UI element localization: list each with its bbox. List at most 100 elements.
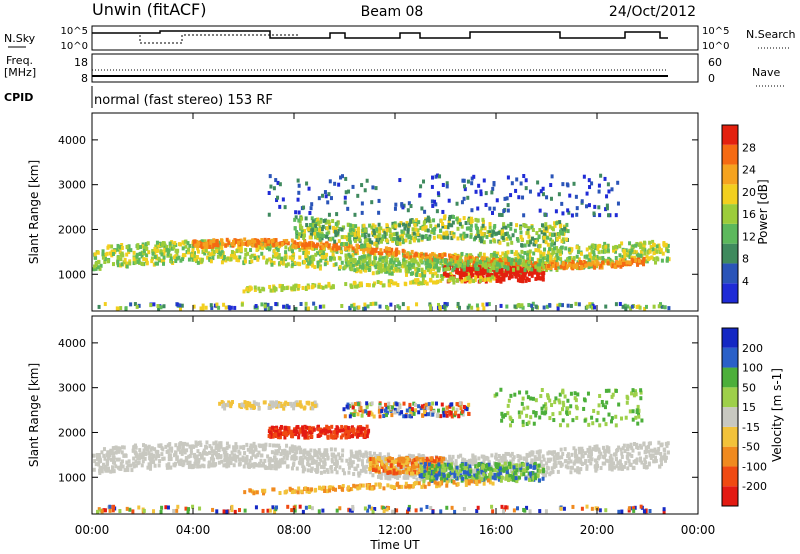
echo-cell	[643, 306, 647, 311]
echo-cell	[549, 196, 553, 201]
echo-cell	[419, 259, 423, 264]
echo-cell	[503, 456, 507, 461]
echo-cell	[205, 241, 209, 246]
echo-cell	[237, 457, 241, 462]
echo-cell	[258, 463, 262, 468]
echo-cell	[314, 218, 318, 223]
echo-cell	[247, 465, 251, 470]
echo-cell	[394, 267, 398, 272]
echo-cell	[647, 256, 651, 261]
echo-cell	[605, 445, 609, 450]
echo-cell	[337, 239, 341, 244]
echo-cell	[433, 199, 437, 204]
echo-cell	[419, 225, 423, 230]
echo-cell	[658, 464, 662, 469]
echo-cell	[592, 244, 596, 249]
echo-cell	[302, 452, 306, 457]
echo-cell	[125, 261, 129, 266]
echo-cell	[323, 469, 327, 474]
echo-cell	[552, 450, 556, 455]
echo-cell	[542, 305, 546, 310]
echo-cell	[556, 469, 560, 474]
echo-cell	[292, 284, 296, 289]
echo-cell	[476, 206, 480, 211]
echo-cell	[447, 266, 451, 271]
echo-cell	[506, 208, 510, 213]
echo-cell	[652, 250, 656, 255]
echo-cell	[623, 254, 627, 259]
echo-cell	[269, 288, 273, 293]
echo-cell	[168, 442, 172, 447]
echo-cell	[201, 303, 205, 308]
echo-cell	[577, 302, 581, 307]
echo-cell	[177, 255, 181, 260]
echo-cell	[601, 454, 605, 459]
echo-cell	[315, 242, 319, 247]
echo-cell	[431, 203, 435, 208]
echo-cell	[593, 246, 597, 251]
echo-cell	[359, 468, 363, 473]
echo-cell	[133, 444, 137, 449]
echo-cell	[604, 304, 608, 309]
echo-cell	[251, 449, 255, 454]
echo-cell	[394, 252, 398, 257]
echo-cell	[556, 256, 560, 261]
echo-cell	[597, 189, 601, 194]
echo-cell	[383, 230, 387, 235]
echo-cell	[503, 253, 507, 258]
echo-cell	[626, 451, 630, 456]
echo-cell	[97, 462, 101, 467]
echo-cell	[481, 223, 485, 228]
echo-cell	[635, 442, 639, 447]
echo-cell	[480, 231, 484, 236]
echo-cell	[634, 258, 638, 263]
echo-cell	[484, 202, 488, 207]
echo-cell	[196, 449, 200, 454]
echo-cell	[598, 256, 602, 261]
echo-cell	[427, 263, 431, 268]
echo-cell	[142, 248, 146, 253]
echo-cell	[424, 225, 428, 230]
echo-cell	[343, 431, 347, 436]
echo-cell	[215, 455, 219, 460]
echo-cell	[492, 266, 496, 271]
echo-cell	[485, 234, 489, 239]
echo-cell	[410, 263, 414, 268]
echo-cell	[563, 261, 567, 266]
echo-cell	[300, 216, 304, 221]
echo-cell	[367, 233, 371, 238]
echo-cell	[377, 233, 381, 238]
echo-cell	[217, 448, 221, 453]
echo-cell	[140, 463, 144, 468]
echo-cell	[530, 303, 534, 308]
echo-cell	[176, 248, 180, 253]
echo-cell	[585, 466, 589, 471]
echo-cell	[458, 263, 462, 268]
echo-cell	[420, 270, 424, 275]
echo-cell	[389, 265, 393, 270]
echo-cell	[459, 233, 463, 238]
echo-cell	[381, 263, 385, 268]
echo-cell	[370, 225, 374, 230]
echo-cell	[460, 264, 464, 269]
echo-cell	[666, 249, 670, 254]
echo-cell	[221, 447, 225, 452]
echo-cell	[407, 453, 411, 458]
echo-cell	[120, 262, 124, 267]
echo-cell	[398, 223, 402, 228]
echo-cell	[222, 463, 226, 468]
echo-cell	[585, 304, 589, 309]
echo-cell	[212, 457, 216, 462]
echo-cell	[96, 265, 100, 270]
echo-cell	[497, 262, 501, 267]
echo-cell	[276, 180, 280, 185]
echo-cell	[528, 451, 532, 456]
echo-cell	[169, 465, 173, 470]
echo-cell	[360, 459, 364, 464]
echo-cell	[316, 220, 320, 225]
echo-cell	[536, 456, 540, 461]
echo-cell	[304, 241, 308, 246]
echo-cell	[523, 268, 527, 273]
echo-cell	[435, 279, 439, 284]
